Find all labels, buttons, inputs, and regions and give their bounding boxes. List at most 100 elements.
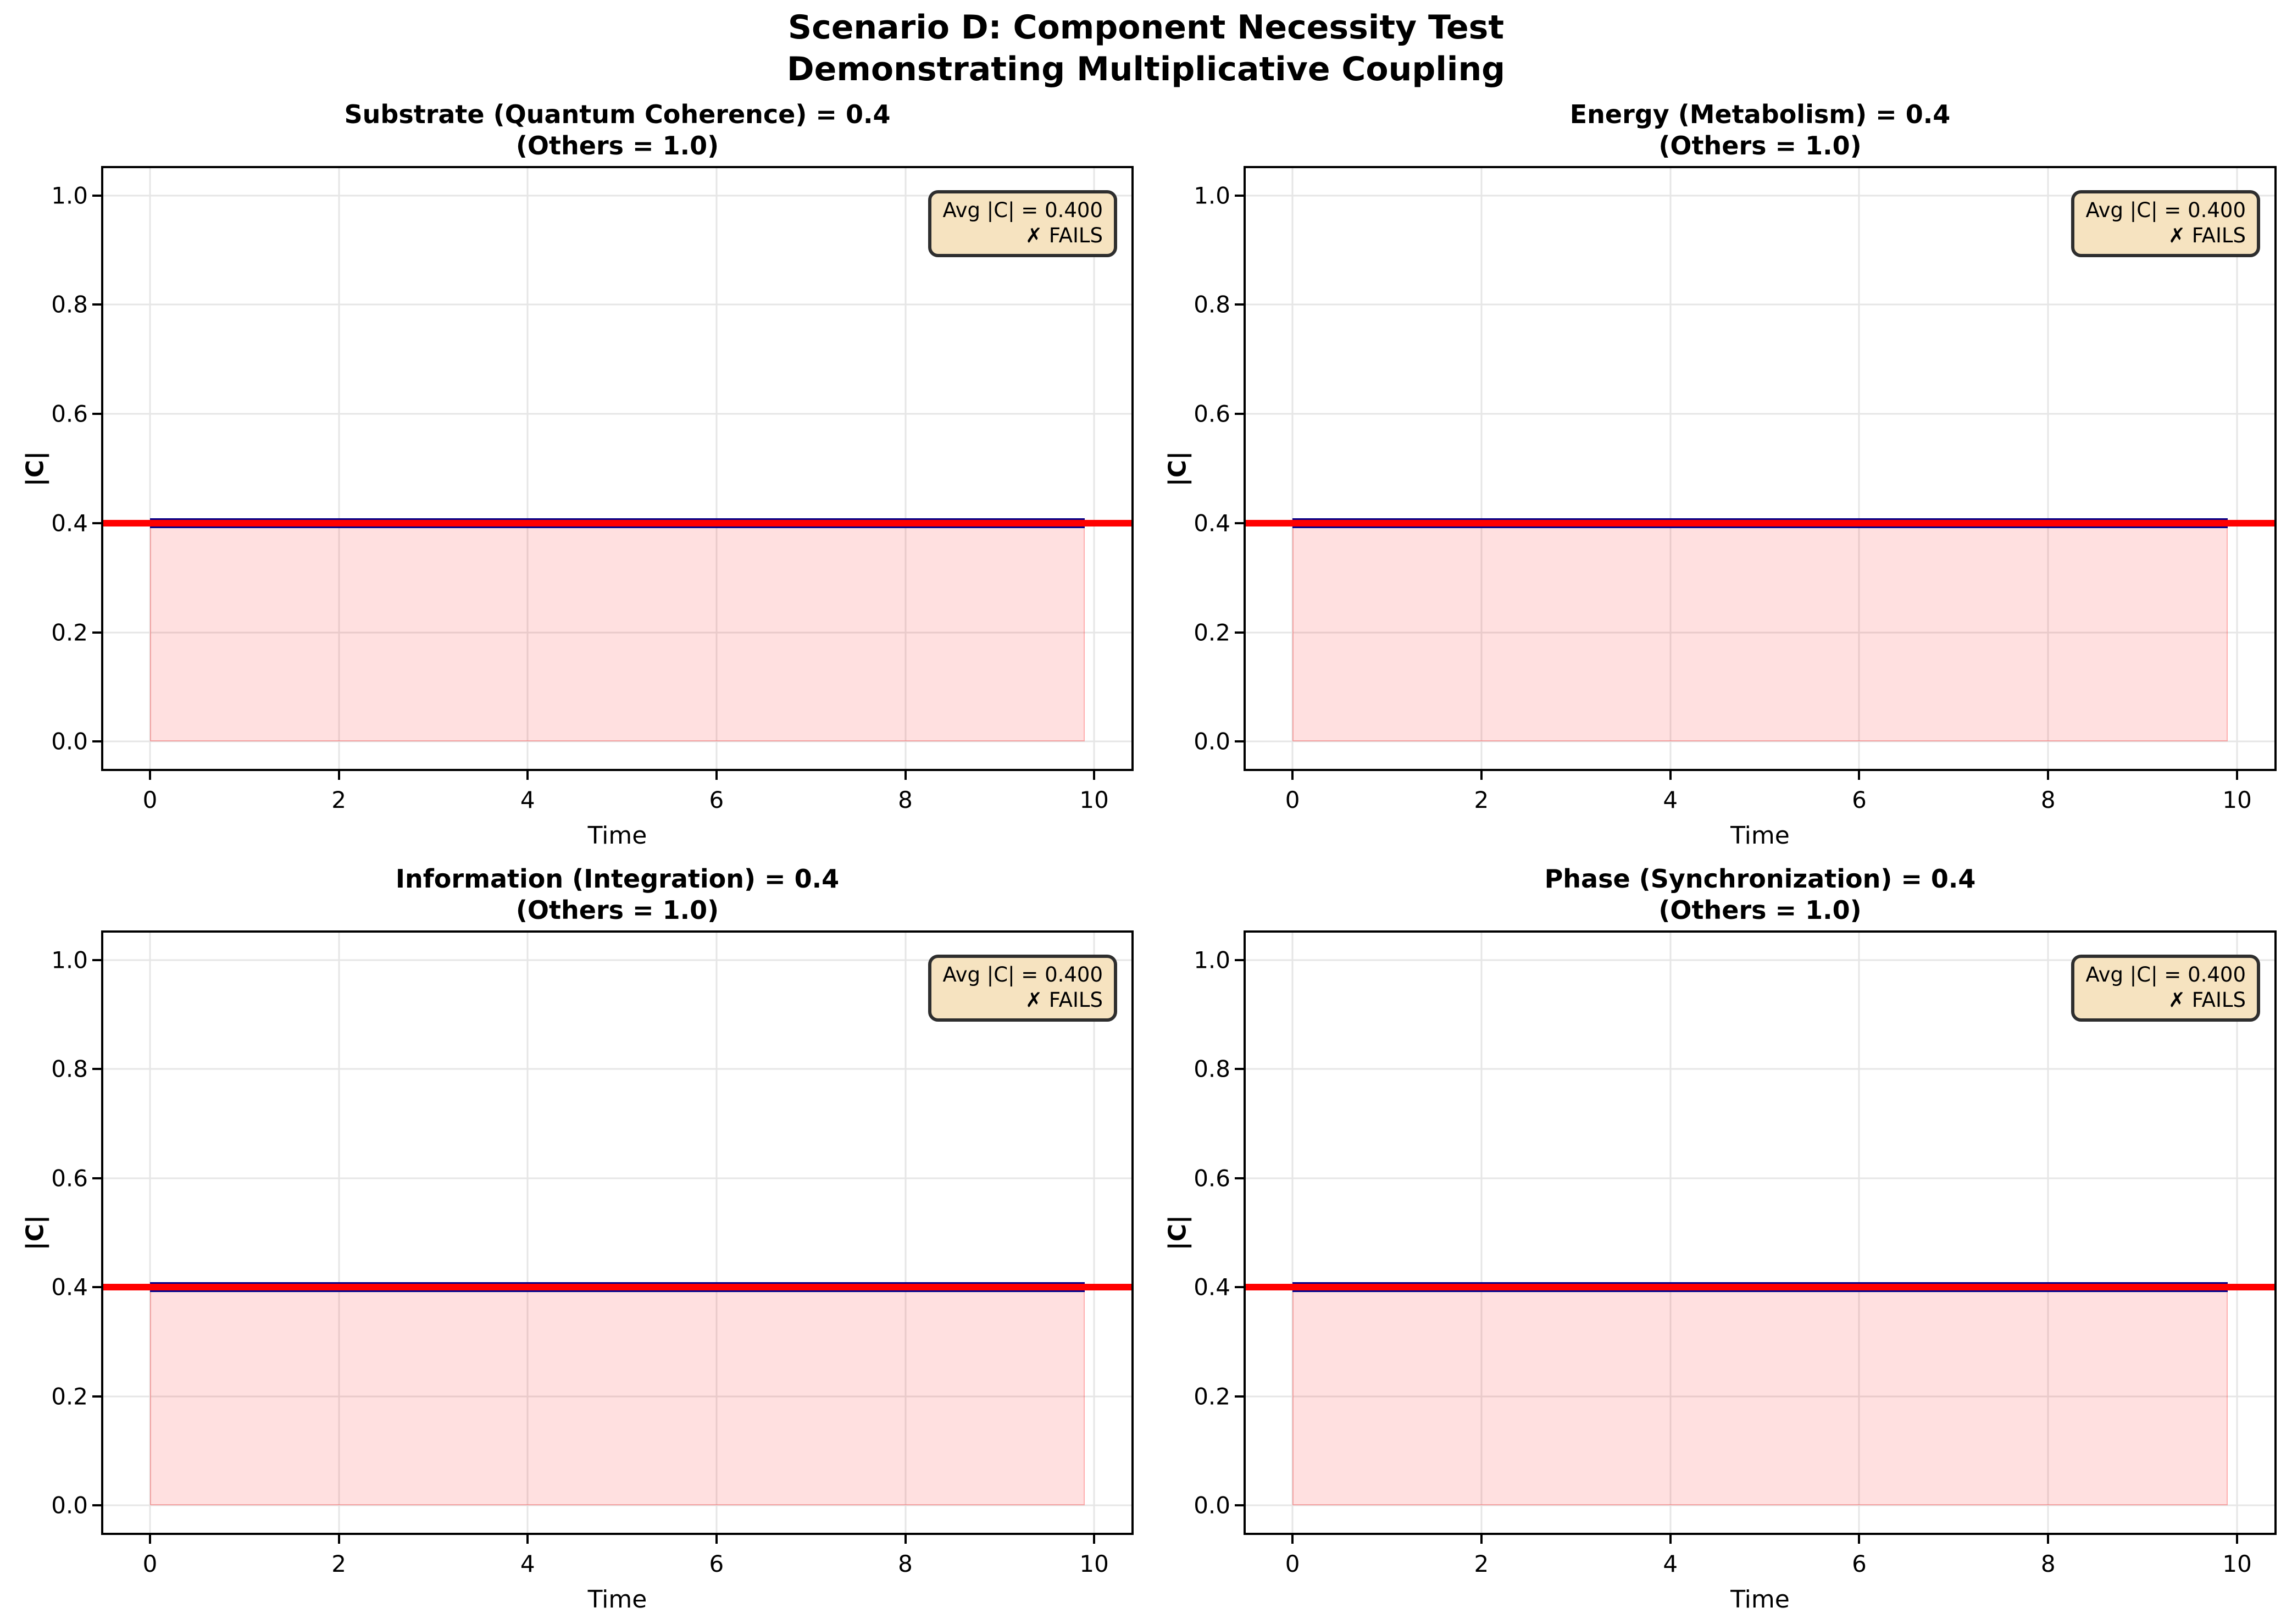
y-tick-mark [1235, 303, 1244, 306]
x-gridline [526, 933, 529, 1533]
y-tick-mark [1235, 958, 1244, 961]
y-tick-mark [92, 1068, 101, 1071]
y-tick-label: 0.0 [51, 1492, 88, 1519]
y-tick-label: 0.8 [1194, 291, 1230, 318]
subplot-title-line2: (Others = 1.0) [1658, 131, 1862, 160]
y-axis-label: |C| [21, 451, 49, 486]
x-gridline [1093, 168, 1095, 769]
grid-layer [103, 168, 1131, 769]
subplot-energy: Energy (Metabolism) = 0.4 (Others = 1.0)… [1164, 99, 2277, 850]
y-gridline [103, 959, 1131, 961]
y-tick-label: 0.4 [1194, 1273, 1230, 1301]
x-gridline [1858, 933, 1860, 1533]
x-tick-label: 10 [1079, 1550, 1109, 1577]
x-tick-label: 2 [1474, 1550, 1489, 1577]
annotation-avg-value: Avg |C| = 0.400 [942, 963, 1103, 986]
y-gridline [103, 413, 1131, 415]
y-gridline [1246, 1068, 2274, 1070]
x-tick-mark [149, 1535, 152, 1544]
y-gridline [103, 1395, 1131, 1398]
y-tick-label: 0.6 [51, 400, 88, 428]
x-tick-label: 8 [898, 1550, 913, 1577]
x-axis-label: Time [1730, 1586, 1790, 1614]
x-tick-mark [526, 771, 529, 780]
x-tick-mark [1093, 771, 1096, 780]
x-gridline [1669, 933, 1672, 1533]
y-tick-label: 1.0 [1194, 946, 1230, 974]
subplot-title-line1: Information (Integration) = 0.4 [395, 864, 840, 894]
x-tick-label: 10 [1079, 786, 1109, 813]
axes-area: Avg |C| = 0.400 ✗ FAILS 0 2 4 6 8 10 0.0 0.2 0.4… [1194, 930, 2277, 1577]
x-gridline [715, 168, 718, 769]
x-gridline [1480, 933, 1483, 1533]
y-tick-label: 0.2 [51, 619, 88, 646]
y-tick-mark [1235, 413, 1244, 415]
x-tick-mark [1480, 771, 1483, 780]
x-axis-label: Time [587, 822, 647, 850]
y-gridline [1246, 959, 2274, 961]
y-tick-mark [92, 413, 101, 415]
x-gridline [149, 168, 151, 769]
x-tick-mark [1858, 1535, 1861, 1544]
y-tick-label: 0.4 [51, 509, 88, 537]
y-tick-mark [1235, 194, 1244, 197]
result-annotation: Avg |C| = 0.400 ✗ FAILS [2071, 190, 2260, 257]
x-tick-mark [1291, 771, 1294, 780]
y-tick-mark [92, 194, 101, 197]
subplot-information: Information (Integration) = 0.4 (Others … [21, 864, 1134, 1614]
subplot-title-line1: Energy (Metabolism) = 0.4 [1569, 99, 1951, 129]
y-tick-label: 0.8 [51, 291, 88, 318]
y-tick-mark [1235, 1286, 1244, 1289]
x-tick-label: 2 [1474, 786, 1489, 813]
x-tick-mark [2047, 1535, 2050, 1544]
y-axis-label: |C| [21, 1215, 49, 1251]
x-gridline [338, 168, 340, 769]
x-tick-mark [904, 1535, 907, 1544]
x-tick-label: 2 [331, 1550, 347, 1577]
x-gridline [904, 933, 907, 1533]
x-tick-mark [2047, 771, 2050, 780]
y-tick-mark [1235, 1395, 1244, 1398]
x-tick-label: 2 [331, 786, 347, 813]
y-tick-mark [92, 1177, 101, 1179]
x-gridline [2047, 168, 2049, 769]
y-tick-mark [1235, 1177, 1244, 1179]
fill-below-threshold [150, 1287, 1085, 1506]
y-tick-label: 0.4 [51, 1273, 88, 1301]
x-tick-label: 4 [520, 786, 535, 813]
x-tick-label: 4 [1663, 1550, 1678, 1577]
axes-area: Avg |C| = 0.400 ✗ FAILS 0 2 4 6 8 10 0.0 0.2 0.4… [51, 930, 1134, 1577]
threshold-line [1246, 519, 2274, 526]
x-tick-mark [1858, 771, 1861, 780]
x-tick-mark [904, 771, 907, 780]
subplot-title-line1: Substrate (Quantum Coherence) = 0.4 [344, 99, 891, 129]
y-tick-label: 0.6 [1194, 400, 1230, 428]
y-tick-mark [1235, 1068, 1244, 1071]
result-annotation: Avg |C| = 0.400 ✗ FAILS [2071, 955, 2260, 1022]
x-axis-label: Time [1730, 822, 1790, 850]
annotation-avg-value: Avg |C| = 0.400 [2085, 963, 2246, 986]
x-tick-label: 4 [1663, 786, 1678, 813]
threshold-line [1246, 1284, 2274, 1291]
subplot-substrate: Substrate (Quantum Coherence) = 0.4 (Oth… [21, 99, 1134, 850]
y-tick-label: 1.0 [51, 182, 88, 209]
y-tick-mark [92, 303, 101, 306]
x-tick-mark [1480, 1535, 1483, 1544]
annotation-result: ✗ FAILS [2168, 224, 2246, 247]
x-tick-label: 6 [1852, 786, 1867, 813]
y-tick-mark [1235, 1504, 1244, 1507]
y-tick-label: 0.6 [51, 1165, 88, 1192]
y-gridline [103, 740, 1131, 742]
x-gridline [1093, 933, 1095, 1533]
x-tick-label: 10 [2222, 1550, 2252, 1577]
y-tick-label: 0.4 [1194, 509, 1230, 537]
subplot-title: Phase (Synchronization) = 0.4 (Others = … [1545, 863, 1976, 926]
y-gridline [103, 303, 1131, 306]
x-gridline [1291, 168, 1294, 769]
x-axis-label: Time [587, 1586, 647, 1614]
x-tick-mark [2236, 771, 2239, 780]
figure-title-line2: Demonstrating Multiplicative Coupling [786, 50, 1506, 88]
y-tick-label: 0.2 [51, 1383, 88, 1410]
y-gridline [1246, 303, 2274, 306]
